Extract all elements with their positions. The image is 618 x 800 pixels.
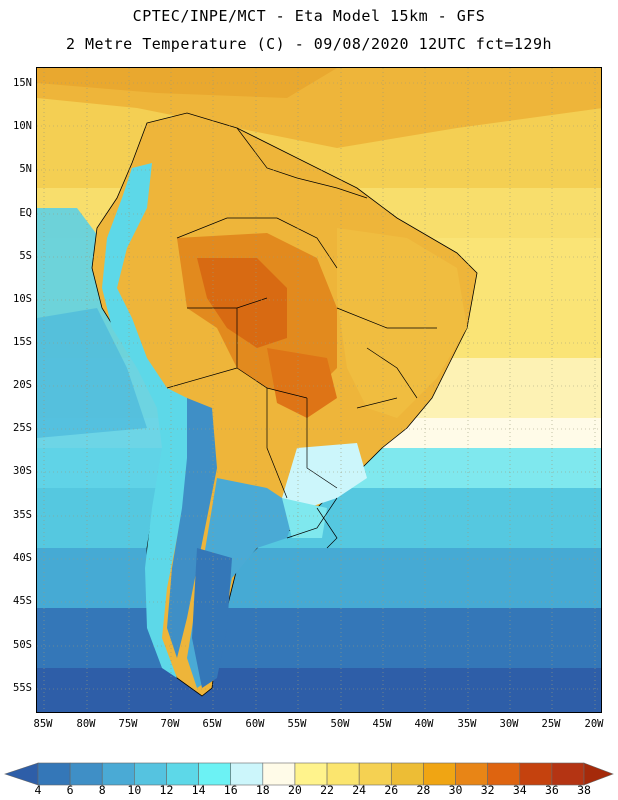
- colorbar-swatch: [198, 762, 232, 786]
- colorbar-level-label: 18: [255, 783, 270, 797]
- chart-subtitle: 2 Metre Temperature (C) - 09/08/2020 12U…: [65, 35, 553, 53]
- lat-label: 20S: [13, 379, 32, 391]
- lon-label: 85W: [33, 718, 53, 730]
- colorbar-level-label: 20: [288, 783, 302, 797]
- lon-label: 25W: [541, 718, 561, 730]
- colorbar-level-label: 4: [34, 783, 42, 797]
- colorbar-level-label: 8: [98, 783, 106, 797]
- lat-label: 55S: [13, 682, 32, 694]
- colorbar-level-label: 32: [480, 783, 495, 797]
- colorbar-level-label: 16: [223, 783, 238, 797]
- color-legend: [4, 762, 614, 786]
- lon-label: 75W: [118, 718, 138, 730]
- colorbar-swatch: [166, 762, 199, 786]
- lon-label: 30W: [499, 718, 519, 730]
- colorbar-swatch: [455, 762, 488, 786]
- colorbar-level-label: 22: [320, 783, 334, 797]
- lat-label: 50S: [13, 639, 32, 651]
- colorbar-swatch: [134, 762, 167, 786]
- lon-label: 60W: [245, 718, 265, 730]
- colorbar-swatch: [326, 762, 360, 786]
- colorbar-level-label: 36: [544, 783, 559, 797]
- lat-label: 40S: [13, 552, 32, 564]
- lon-label: 80W: [76, 718, 96, 730]
- colorbar-swatch: [230, 762, 264, 786]
- colorbar-level-label: 26: [384, 783, 399, 797]
- colorbar-swatch: [390, 762, 424, 786]
- colorbar-level-label: 12: [159, 783, 174, 797]
- temperature-map[interactable]: [36, 67, 602, 713]
- colorbar-level-label: 6: [66, 783, 74, 797]
- lat-label: 35S: [13, 509, 32, 521]
- lon-label: 45W: [372, 718, 392, 730]
- colorbar-swatch: [423, 762, 456, 786]
- lat-label: 5S: [19, 250, 32, 262]
- lon-label: 40W: [414, 718, 434, 730]
- colorbar-level-label: 24: [352, 783, 367, 797]
- lon-label: 70W: [160, 718, 180, 730]
- lon-label: 20W: [584, 718, 604, 730]
- colorbar-level-label: 38: [577, 783, 591, 797]
- colorbar-swatch: [262, 762, 296, 786]
- lon-label: 55W: [287, 718, 307, 730]
- chart-title: CPTEC/INPE/MCT - Eta Model 15km - GFS: [132, 7, 486, 25]
- colorbar-swatch: [37, 762, 71, 786]
- colorbar-arrow-low: [4, 762, 39, 786]
- colorbar-level-label: 10: [127, 783, 142, 797]
- colorbar-level-label: 14: [191, 783, 206, 797]
- colorbar-swatch: [519, 762, 553, 786]
- lon-label: 35W: [457, 718, 477, 730]
- lon-label: 50W: [330, 718, 350, 730]
- lon-label: 65W: [202, 718, 222, 730]
- colorbar-level-label: 30: [448, 783, 463, 797]
- lat-label: 10N: [13, 120, 32, 132]
- colorbar-swatch: [358, 762, 392, 786]
- lat-label: 15N: [13, 77, 32, 89]
- lat-label: 5N: [19, 163, 32, 175]
- lat-label: 25S: [13, 422, 32, 434]
- map-canvas: [37, 68, 601, 712]
- colorbar-swatch: [487, 762, 521, 786]
- colorbar-swatch: [294, 762, 328, 786]
- lat-label: 30S: [13, 465, 32, 477]
- lat-label: 10S: [13, 293, 32, 305]
- continent-land: [91, 112, 478, 697]
- colorbar-arrow-high: [583, 762, 614, 786]
- country-borders: [166, 127, 437, 549]
- lat-label: EQ: [19, 207, 32, 219]
- colorbar-swatch: [101, 762, 135, 786]
- colorbar-level-label: 34: [512, 783, 527, 797]
- colorbar-level-label: 28: [416, 783, 431, 797]
- colorbar-swatch: [551, 762, 585, 786]
- colorbar-swatch: [69, 762, 103, 786]
- lat-label: 15S: [13, 336, 32, 348]
- lat-label: 45S: [13, 595, 32, 607]
